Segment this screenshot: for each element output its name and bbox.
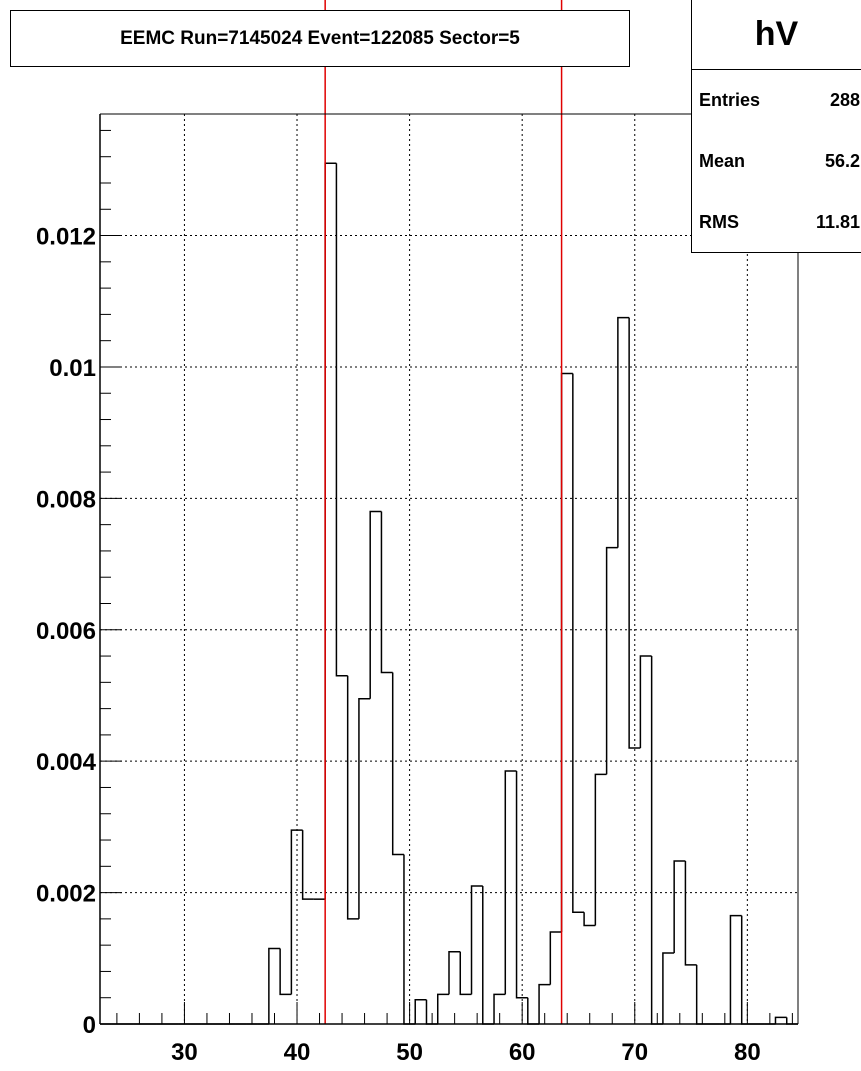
plot-title: EEMC Run=7145024 Event=122085 Sector=5 [120,27,520,49]
histogram-bin [493,993,506,1024]
stats-label: RMS [699,212,739,232]
stats-row-entries: Entries 288 [692,70,861,131]
y-tick-label: 0.006 [36,618,96,645]
stats-label: Entries [699,90,761,110]
histogram-bin [290,829,303,995]
stats-value: 11.81 [815,212,860,232]
histogram-bin [279,948,292,996]
stats-row-mean: Mean 56.2 [692,131,861,192]
histogram-bin [583,912,596,927]
histogram-bin [662,952,675,1024]
histogram-bin [617,316,630,548]
y-tick-label: 0.008 [36,486,96,513]
x-tick-label: 50 [396,1039,423,1066]
y-tick-label: 0.004 [36,749,97,776]
histogram-bin [650,656,663,1025]
histogram-bin [560,372,573,933]
histogram-bin [527,997,540,1025]
x-tick-label: 30 [171,1039,198,1066]
stats-box: hV Entries 288 Mean 56.2 RMS 11.81 [691,0,861,253]
histogram-bin [391,672,404,856]
histogram-bin [549,931,562,985]
x-tick-label: 70 [621,1039,648,1066]
histogram-bin [324,162,337,900]
histogram-bin [470,885,483,995]
histogram-bin [729,914,742,1024]
histogram-bin [448,950,461,995]
histogram-bin [358,698,371,919]
histogram-bin [594,773,607,926]
y-tick-label: 0.012 [36,224,96,251]
histogram-bin [774,1016,787,1024]
histogram-bin [572,373,585,914]
histogram-bin [268,947,281,1024]
y-tick-label: 0.01 [49,355,96,382]
stats-row-rms: RMS 11.81 [692,192,861,253]
histogram-bin [346,675,359,920]
y-tick-label: 0.002 [36,881,96,908]
x-tick-label: 60 [509,1039,536,1066]
histogram-bin [605,546,618,775]
y-tick-label: 0 [83,1012,96,1039]
histogram-bin [380,511,393,674]
grid-lines [100,114,798,1024]
stats-histogram-name: hV [692,0,861,70]
histogram-bin [673,860,686,954]
histogram-bin [335,163,348,677]
stats-label: Mean [699,151,746,171]
histogram-bars [100,162,798,1025]
x-tick-label: 40 [284,1039,311,1066]
histogram-bin [414,998,427,1024]
histogram-bin [628,317,641,749]
plot-title-box: EEMC Run=7145024 Event=122085 Sector=5 [10,10,630,67]
histogram-bin [436,993,449,1024]
x-tick-label: 80 [734,1039,761,1066]
histogram-bin [504,770,517,995]
axes [99,113,799,1025]
tick-labels: 30 40 50 60 70 80 0 0.002 0.004 0.006 0.008 0.01 0.0… [36,224,761,1066]
histogram-bin [482,886,495,1025]
stats-value: 288 [829,90,860,110]
histogram-bin [369,510,382,699]
histogram-bin [684,861,697,966]
histogram-bin [459,951,472,996]
histogram-bin [515,771,528,999]
stats-value: 56.2 [824,151,860,171]
histogram-bin [538,983,551,1024]
histogram-bin [301,830,314,900]
histogram-bin [639,655,652,749]
marker-lines [324,0,563,1024]
